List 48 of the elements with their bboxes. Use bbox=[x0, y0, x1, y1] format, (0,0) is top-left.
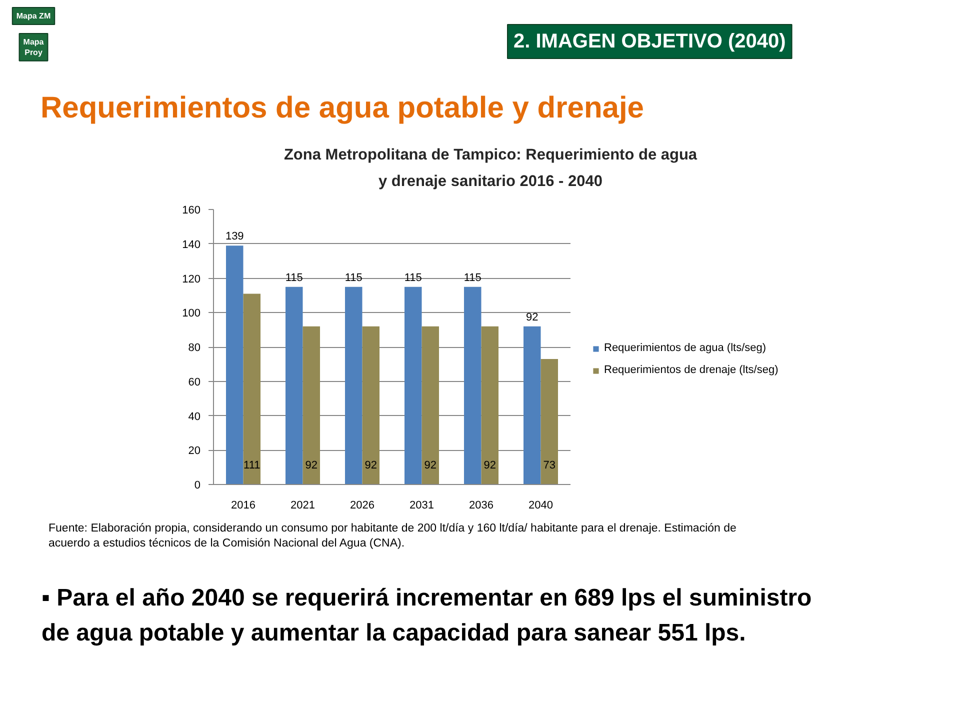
y-tick-label: 0 bbox=[194, 480, 201, 492]
bar bbox=[362, 326, 380, 484]
data-label: 92 bbox=[526, 311, 538, 324]
data-label: 92 bbox=[424, 460, 437, 472]
bar bbox=[540, 359, 558, 484]
bar bbox=[523, 326, 541, 484]
text: Requerimientos de agua potable y drenaje bbox=[40, 92, 644, 124]
bar bbox=[226, 246, 244, 484]
x-tick-label: 2036 bbox=[469, 500, 494, 512]
data-label: 92 bbox=[305, 460, 318, 472]
data-label: 111 bbox=[244, 460, 260, 472]
chart-title: Zona Metropolitana de Tampico: Requerimiento de agua y drenaje sanitario 2016 - 2040 bbox=[284, 146, 698, 190]
legend-label: Requerimientos de drenaje (lts/seg) bbox=[604, 364, 778, 376]
y-tick-label: 20 bbox=[188, 445, 201, 458]
bar bbox=[464, 286, 482, 484]
y-tick-label: 60 bbox=[188, 376, 201, 388]
bar bbox=[302, 326, 320, 484]
x-tick-label: 2040 bbox=[528, 500, 553, 512]
text: Mapa Proy bbox=[23, 38, 44, 57]
data-label: 73 bbox=[543, 460, 556, 472]
legend-label: Requerimientos de agua (lts/seg) bbox=[604, 342, 766, 354]
bar bbox=[344, 286, 362, 484]
source-note: Fuente: Elaboración propia, considerando un consumo por habitante de 200 lt/día y 160 lt/día/ habitante para el drenaje. Estimación de acuerdo a estudios técnicos de la Comisión Nacional del Agua (CNA). bbox=[48, 522, 736, 550]
data-label: 92 bbox=[484, 460, 496, 472]
y-tick-label: 140 bbox=[182, 238, 201, 251]
text: 2. IMAGEN OBJETIVO (2040) bbox=[514, 30, 786, 52]
data-label: 115 bbox=[464, 272, 482, 284]
bar bbox=[285, 286, 303, 484]
bar bbox=[422, 326, 440, 484]
data-label: 115 bbox=[285, 272, 303, 284]
y-tick-label: 120 bbox=[182, 273, 201, 286]
x-tick-label: 2031 bbox=[410, 500, 434, 512]
bar bbox=[243, 294, 261, 484]
y-tick-label: 80 bbox=[188, 342, 201, 354]
data-label: 139 bbox=[225, 230, 244, 243]
bar bbox=[404, 286, 422, 484]
data-label: 115 bbox=[404, 272, 422, 284]
bar bbox=[481, 326, 499, 484]
y-tick-label: 40 bbox=[188, 410, 201, 423]
y-tick-label: 160 bbox=[182, 204, 201, 216]
data-label: 115 bbox=[344, 272, 362, 284]
x-tick-label: 2021 bbox=[290, 500, 315, 512]
x-tick-label: 2016 bbox=[231, 500, 256, 512]
text: ▪ Para el año 2040 se requerirá incrementar en 689 lps el suministro de agua potable y aumentar la capacidad para sanear 551 lps. bbox=[42, 584, 812, 647]
y-tick-label: 100 bbox=[182, 308, 201, 320]
text: Mapa ZM bbox=[16, 12, 51, 20]
data-label: 92 bbox=[364, 460, 378, 472]
x-tick-label: 2026 bbox=[350, 500, 374, 512]
